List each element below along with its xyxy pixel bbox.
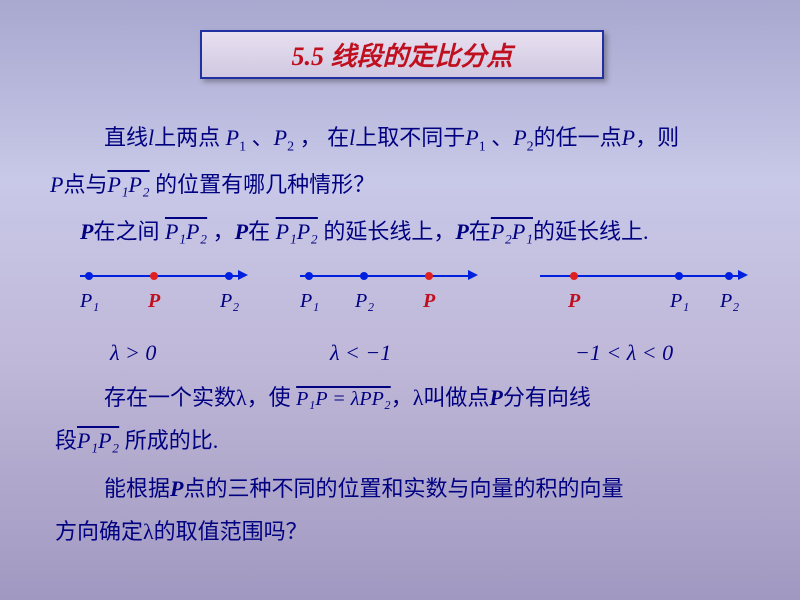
arrow-icon <box>238 270 248 280</box>
para3: P在之间 P₁P₂ ，P在 P₁P₂ 的延长线上，P在P₂P₁的延长线上. <box>80 214 760 249</box>
p: P <box>622 125 635 150</box>
t: 存在一个实数λ，使 <box>104 385 296 410</box>
label-p2: P₂ <box>220 285 239 317</box>
p2: P <box>513 125 526 150</box>
p: P <box>489 385 502 410</box>
seg: P₁P₂ <box>107 172 149 197</box>
t: 在之间 <box>93 219 165 244</box>
para2: P点与P₁P₂ 的位置有哪几种情形？ <box>50 167 760 202</box>
s2: 2 <box>527 139 534 154</box>
seg: P₁P₂ <box>77 428 119 453</box>
t: 、 <box>486 125 514 150</box>
seg: P₁P₂ <box>165 219 207 244</box>
para1: 直线l上两点 P1 、P2 ， 在l上取不同于P1 、P2的任一点P，则 <box>60 120 760 159</box>
dot-p1 <box>305 272 313 280</box>
p: P <box>170 476 183 501</box>
t: 的任一点 <box>534 125 622 150</box>
lambda1: λ > 0 <box>110 335 156 370</box>
lambda2: λ < −1 <box>330 335 391 370</box>
t: 方向确定λ的取值范围吗？ <box>55 519 308 544</box>
t: ，λ叫做点 <box>391 385 490 410</box>
t: 、 <box>246 125 274 150</box>
content: 直线l上两点 P1 、P2 ， 在l上取不同于P1 、P2的任一点P，则 P 点与… <box>60 120 760 557</box>
p: P <box>235 219 248 244</box>
arrow-icon <box>738 270 748 280</box>
label-p2: P₂ <box>720 285 739 317</box>
dot-p1 <box>675 272 683 280</box>
para5: 段P₁P₂ 所成的比. <box>55 423 760 458</box>
p: P <box>455 219 468 244</box>
line <box>80 275 240 277</box>
t: 上两点 <box>154 125 226 150</box>
title-text: 5.5 线段的定比分点 <box>291 36 512 73</box>
t: 上取不同于 <box>355 125 465 150</box>
label-p1: P₁ <box>300 285 319 317</box>
dot-p <box>425 272 433 280</box>
label-p2: P₂ <box>355 285 374 317</box>
para6: 能根据P点的三种不同的位置和实数与向量的积的向量 <box>60 471 760 506</box>
eq: P₁P = λPP₂ <box>296 388 391 410</box>
lambda3: −1 < λ < 0 <box>575 335 673 370</box>
p1: P <box>226 125 239 150</box>
p: P <box>50 172 63 197</box>
label-p: P <box>568 285 580 317</box>
t: ， <box>207 219 235 244</box>
t: ，则 <box>635 125 679 150</box>
p1: P <box>465 125 478 150</box>
t: 的位置有哪几种情形？ <box>150 172 376 197</box>
label-p: P <box>423 285 435 317</box>
t: 直线 <box>104 125 148 150</box>
diagrams: P₁ P P₂ P₁ P₂ P P P₁ P₂ <box>60 257 760 327</box>
t: 段 <box>55 428 77 453</box>
t: 点的三种不同的位置和实数与向量的积的向量 <box>183 476 623 501</box>
t: 分有向线 <box>503 385 591 410</box>
label-p: P <box>148 285 160 317</box>
label-p1: P₁ <box>80 285 99 317</box>
dot-p1 <box>85 272 93 280</box>
dot-p <box>150 272 158 280</box>
t: 在 <box>248 219 276 244</box>
t: 所成的比. <box>119 428 218 453</box>
dot-p2 <box>360 272 368 280</box>
p2: P <box>274 125 287 150</box>
t: 的延长线上. <box>533 219 649 244</box>
t: ， 在 <box>294 125 349 150</box>
t: 在 <box>469 219 491 244</box>
s1: 1 <box>479 139 486 154</box>
t: 点与 <box>63 172 107 197</box>
para7: 方向确定λ的取值范围吗？ <box>55 514 760 549</box>
t: 能根据 <box>104 476 170 501</box>
title-box: 5.5 线段的定比分点 <box>200 30 604 79</box>
dot-p2 <box>225 272 233 280</box>
line <box>300 275 470 277</box>
lambda-row: λ > 0 λ < −1 −1 < λ < 0 <box>60 335 760 370</box>
label-p1: P₁ <box>670 285 689 317</box>
arrow-icon <box>468 270 478 280</box>
seg: P₂P₁ <box>491 219 533 244</box>
p: P <box>80 219 93 244</box>
seg: P₁P₂ <box>276 219 318 244</box>
dot-p <box>570 272 578 280</box>
para4: 存在一个实数λ，使 P₁P = λPP₂，λ叫做点P分有向线 <box>60 380 760 415</box>
t: 的延长线上， <box>318 219 456 244</box>
dot-p2 <box>725 272 733 280</box>
